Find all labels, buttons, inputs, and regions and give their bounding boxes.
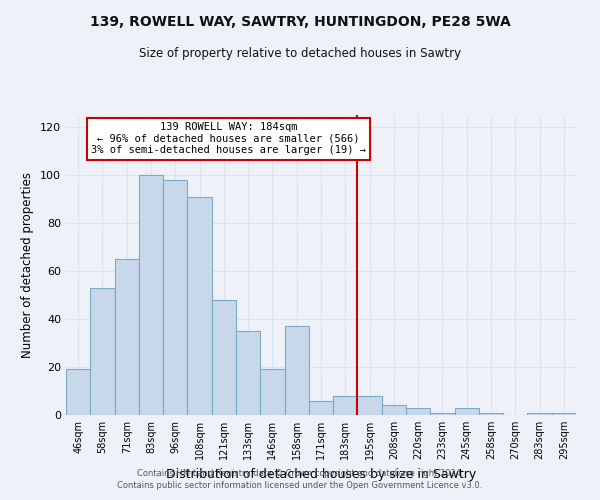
X-axis label: Distribution of detached houses by size in Sawtry: Distribution of detached houses by size … bbox=[166, 468, 476, 480]
Bar bbox=[139, 175, 163, 415]
Bar bbox=[455, 408, 479, 415]
Bar bbox=[527, 412, 552, 415]
Bar bbox=[115, 259, 139, 415]
Text: 139, ROWELL WAY, SAWTRY, HUNTINGDON, PE28 5WA: 139, ROWELL WAY, SAWTRY, HUNTINGDON, PE2… bbox=[89, 15, 511, 29]
Y-axis label: Number of detached properties: Number of detached properties bbox=[22, 172, 34, 358]
Bar bbox=[163, 180, 187, 415]
Text: 139 ROWELL WAY: 184sqm
← 96% of detached houses are smaller (566)
3% of semi-det: 139 ROWELL WAY: 184sqm ← 96% of detached… bbox=[91, 122, 366, 156]
Bar bbox=[260, 370, 284, 415]
Bar bbox=[479, 412, 503, 415]
Bar bbox=[309, 400, 333, 415]
Bar bbox=[552, 412, 576, 415]
Bar bbox=[284, 326, 309, 415]
Bar bbox=[66, 370, 90, 415]
Bar bbox=[212, 300, 236, 415]
Bar bbox=[90, 288, 115, 415]
Bar bbox=[430, 412, 455, 415]
Bar bbox=[333, 396, 358, 415]
Bar bbox=[358, 396, 382, 415]
Bar bbox=[236, 331, 260, 415]
Bar bbox=[382, 406, 406, 415]
Text: Size of property relative to detached houses in Sawtry: Size of property relative to detached ho… bbox=[139, 48, 461, 60]
Bar bbox=[406, 408, 430, 415]
Text: Contains HM Land Registry data © Crown copyright and database right 2024.
Contai: Contains HM Land Registry data © Crown c… bbox=[118, 468, 482, 490]
Bar bbox=[187, 196, 212, 415]
